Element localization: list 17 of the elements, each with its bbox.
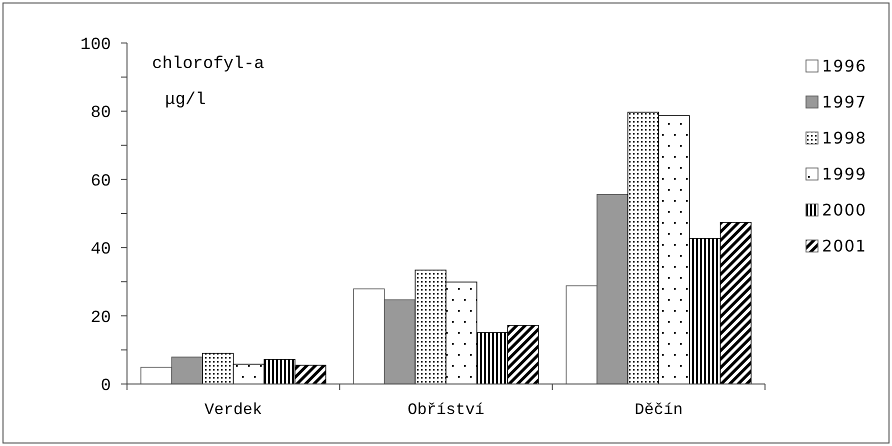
legend-label: 1997 xyxy=(822,92,867,112)
legend-label: 1996 xyxy=(822,56,867,76)
x-tick-label: Děčín xyxy=(634,401,683,419)
y-tick-label: 100 xyxy=(80,36,111,55)
y-tick-label: 0 xyxy=(100,376,111,396)
y-tick-label: 60 xyxy=(90,172,111,192)
x-tick-label: Verdek xyxy=(204,401,262,419)
y-tick-label: 40 xyxy=(90,240,111,260)
y-tick-label: 80 xyxy=(90,104,111,124)
legend-label: 1998 xyxy=(822,128,867,148)
legend-label: 2000 xyxy=(822,200,867,220)
legend-label: 1999 xyxy=(822,164,867,184)
annotation: μg/l xyxy=(165,90,206,110)
x-tick-label: Obříství xyxy=(408,401,484,419)
legend-label: 2001 xyxy=(822,236,867,256)
y-tick-label: 20 xyxy=(90,308,111,328)
annotation: chlorofyl-a xyxy=(152,54,264,74)
